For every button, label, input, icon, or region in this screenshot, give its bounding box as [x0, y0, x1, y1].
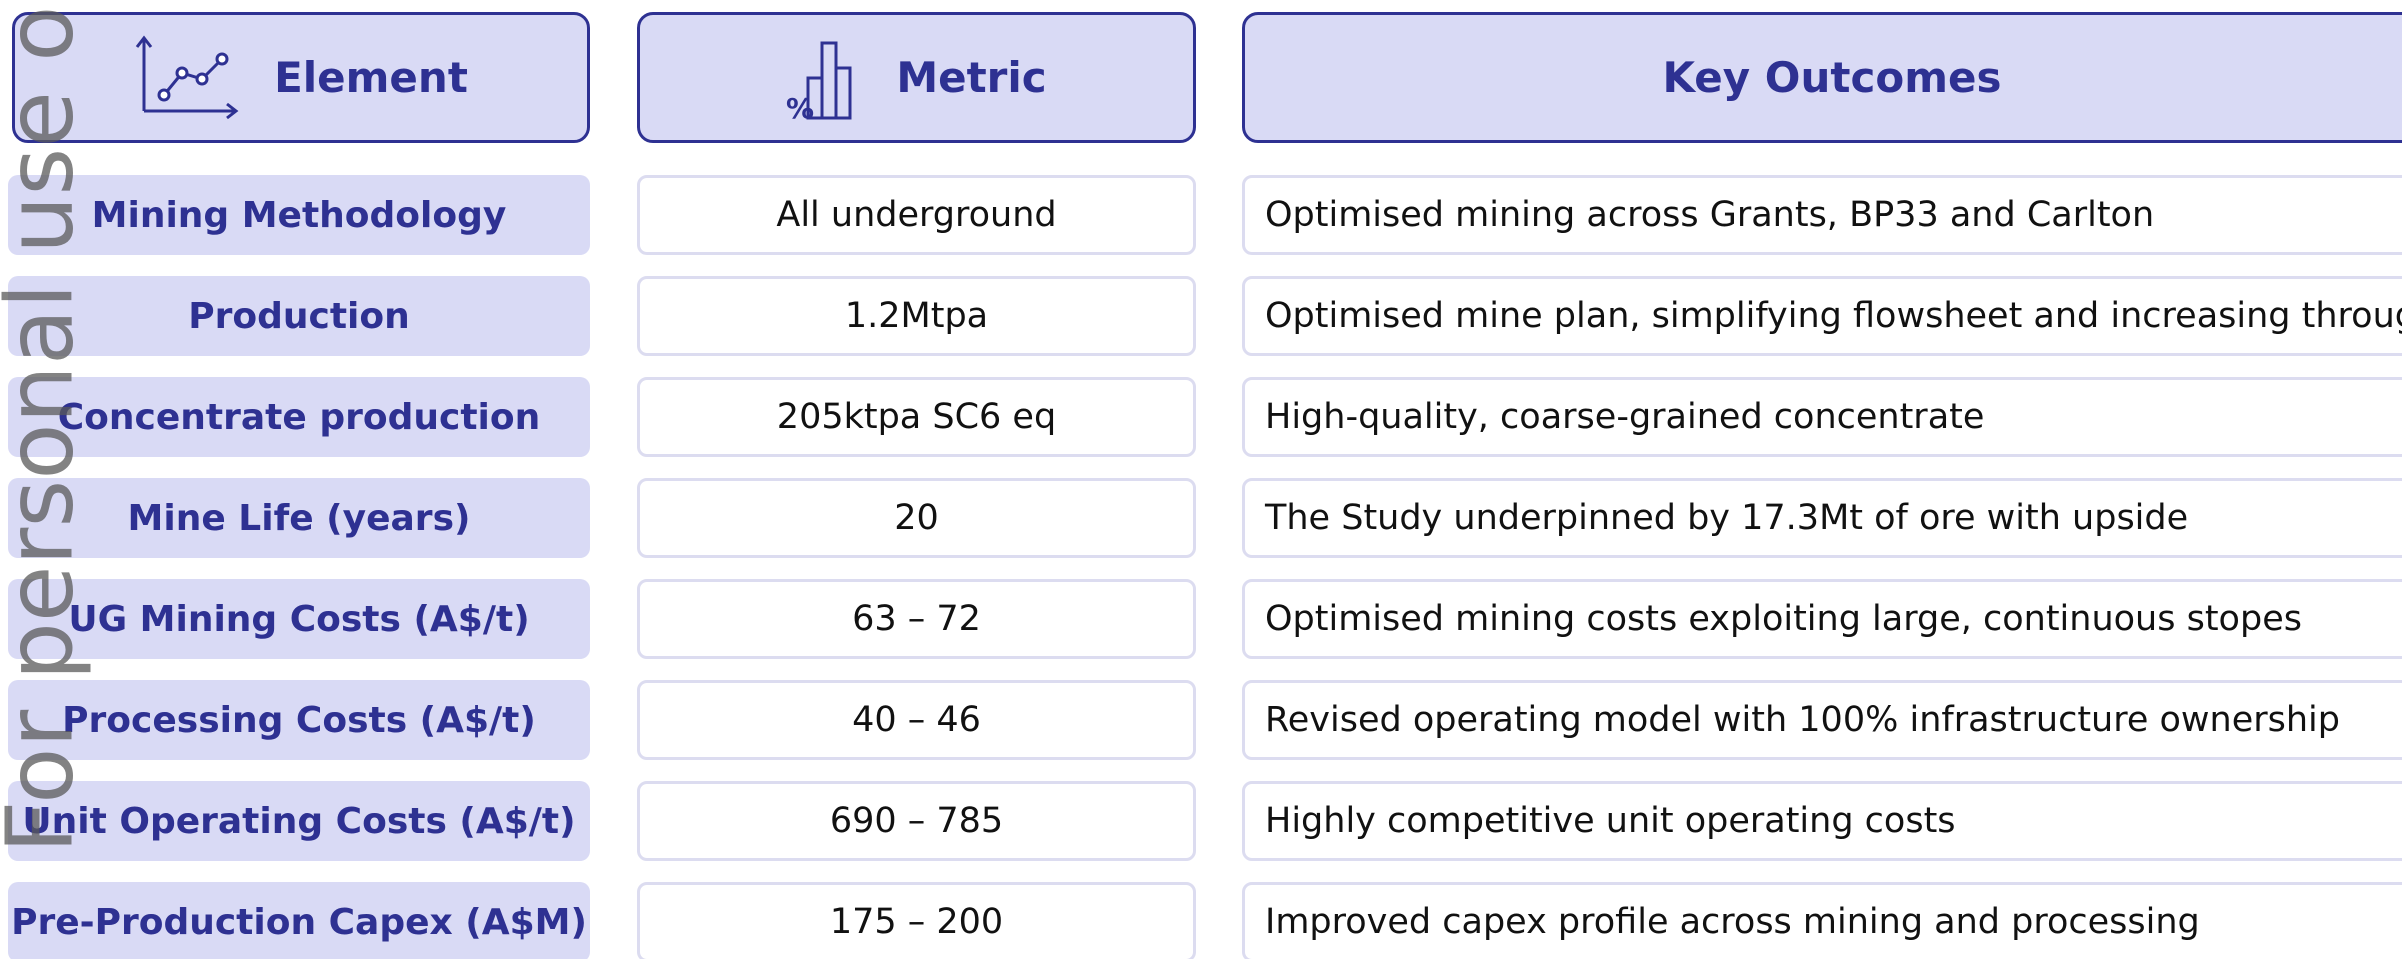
outcome-cell: Optimised mining costs exploiting large,… [1242, 579, 2402, 659]
metric-cell: 205ktpa SC6 eq [637, 377, 1196, 457]
metric-cell: 63 – 72 [637, 579, 1196, 659]
svg-text:%: % [786, 92, 814, 123]
outcome-cell: Highly competitive unit operating costs [1242, 781, 2402, 861]
metric-cell: 175 – 200 [637, 882, 1196, 959]
outcome-cell: Revised operating model with 100% infras… [1242, 680, 2402, 760]
header-metric: % Metric [637, 12, 1196, 143]
outcome-cell: Improved capex profile across mining and… [1242, 882, 2402, 959]
chart-icon [135, 35, 239, 119]
element-cell: Mine Life (years) [8, 478, 590, 558]
outcome-cell: The Study underpinned by 17.3Mt of ore w… [1242, 478, 2402, 558]
header-outcomes: Key Outcomes [1242, 12, 2402, 143]
element-cell: Unit Operating Costs (A$/t) [8, 781, 590, 861]
metric-cell: All underground [637, 175, 1196, 255]
header-element: Element [12, 12, 590, 143]
header-text: Key Outcomes [1662, 53, 2002, 102]
outcome-cell: Optimised mine plan, simplifying flowshe… [1242, 276, 2402, 356]
element-cell: Concentrate production [8, 377, 590, 457]
outcome-cell: Optimised mining across Grants, BP33 and… [1242, 175, 2402, 255]
metric-cell: 690 – 785 [637, 781, 1196, 861]
metric-cell: 20 [637, 478, 1196, 558]
outcome-cell: High-quality, coarse-grained concentrate [1242, 377, 2402, 457]
element-cell: UG Mining Costs (A$/t) [8, 579, 590, 659]
element-cell: Pre-Production Capex (A$M) [8, 882, 590, 959]
header-text: Metric [896, 53, 1047, 102]
watermark: For personal use only [0, 0, 94, 854]
element-cell: Production [8, 276, 590, 356]
bar-icon: % [786, 41, 852, 123]
metric-cell: 40 – 46 [637, 680, 1196, 760]
header-text: Element [274, 53, 468, 102]
element-cell: Processing Costs (A$/t) [8, 680, 590, 760]
element-cell: Mining Methodology [8, 175, 590, 255]
metric-cell: 1.2Mtpa [637, 276, 1196, 356]
